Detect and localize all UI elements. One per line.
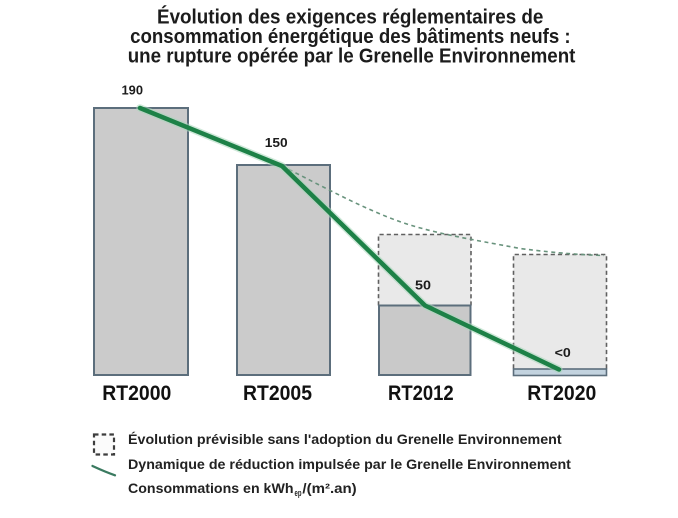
svg-text:RT2000: RT2000 — [102, 382, 171, 405]
svg-text:RT2005: RT2005 — [243, 382, 312, 405]
svg-text:une rupture opérée par le Gren: une rupture opérée par le Grenelle Envir… — [128, 44, 576, 67]
svg-text:consommation énergétique des b: consommation énergétique des bâtiments n… — [130, 25, 570, 48]
svg-text:Évolution des exigences réglem: Évolution des exigences réglementaires d… — [157, 5, 543, 28]
svg-text:150: 150 — [265, 135, 288, 150]
svg-text:190: 190 — [122, 83, 144, 98]
svg-text:RT2020: RT2020 — [527, 382, 596, 405]
svg-text:RT2012: RT2012 — [388, 382, 454, 405]
svg-text:ep: ep — [295, 488, 302, 498]
svg-text:Consommations en kWh: Consommations en kWh — [128, 481, 294, 496]
svg-text:/(m².an): /(m².an) — [302, 481, 356, 496]
svg-text:<0: <0 — [555, 345, 571, 360]
svg-text:Dynamique de réduction impulsé: Dynamique de réduction impulsée par le G… — [128, 457, 571, 472]
svg-text:50: 50 — [415, 278, 431, 293]
svg-text:Évolution prévisible sans l'ad: Évolution prévisible sans l'adoption du … — [128, 432, 562, 447]
